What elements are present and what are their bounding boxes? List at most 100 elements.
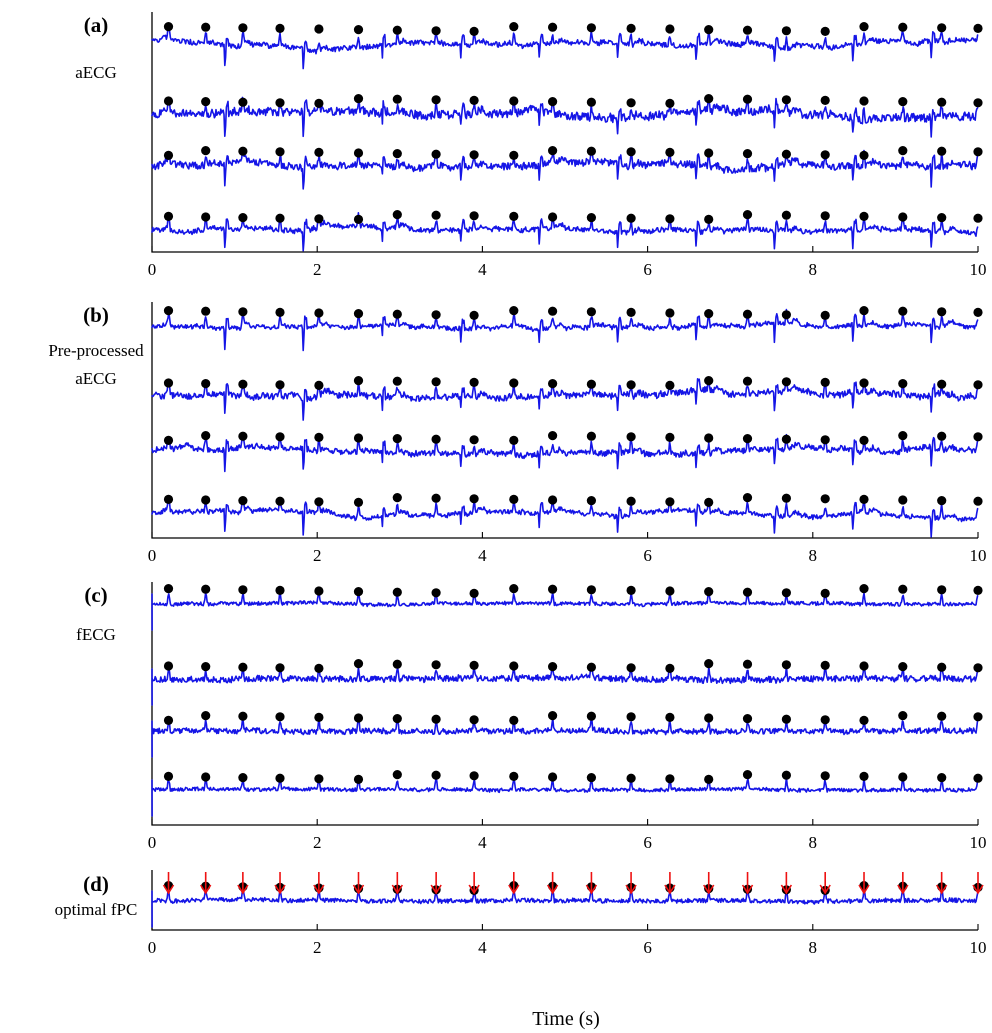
r-peak-marker [626, 432, 636, 442]
r-peak-marker [509, 211, 519, 221]
r-peak-marker [509, 378, 519, 388]
r-peak-marker [353, 659, 364, 669]
r-peak-marker [898, 212, 908, 222]
x-tick-label: 4 [478, 260, 487, 279]
r-peak-marker [781, 660, 792, 670]
r-peak-marker [937, 97, 947, 107]
r-peak-marker [665, 380, 675, 390]
r-peak-marker [665, 147, 675, 157]
r-peak-marker [238, 379, 248, 389]
r-peak-marker [781, 434, 792, 444]
r-peak-marker [509, 96, 519, 106]
r-peak-marker [275, 380, 285, 390]
r-peak-marker [937, 23, 947, 33]
r-peak-marker [275, 585, 285, 596]
x-tick-label: 8 [809, 938, 818, 957]
r-peak-marker [509, 715, 519, 726]
r-peak-marker [626, 23, 636, 33]
panel-d: (d) optimal fPC 0 2 4 6 8 10 [55, 870, 987, 957]
x-tick-label: 4 [478, 833, 487, 852]
r-peak-marker [742, 714, 753, 724]
r-peak-marker [781, 210, 792, 220]
r-peak-marker [431, 149, 441, 159]
r-peak-marker [469, 211, 479, 221]
r-peak-marker [859, 494, 869, 504]
signal-trace [151, 378, 979, 421]
r-peak-marker [163, 211, 174, 221]
r-peak-marker [937, 496, 947, 506]
r-peak-marker [469, 26, 479, 36]
r-peak-marker [586, 711, 597, 721]
reference-arrow [313, 872, 325, 895]
r-peak-marker [973, 213, 983, 223]
r-peak-marker [859, 211, 869, 221]
r-peak-marker [469, 377, 479, 387]
r-peak-marker [238, 662, 248, 672]
x-tick-label: 2 [313, 260, 322, 279]
r-peak-marker [392, 149, 402, 159]
r-peak-marker [238, 307, 248, 317]
r-peak-marker [937, 307, 947, 317]
r-peak-marker [469, 494, 479, 504]
r-peak-marker [820, 660, 830, 671]
r-peak-marker [431, 588, 441, 598]
signal-trace [151, 664, 979, 706]
r-peak-marker [665, 24, 675, 34]
r-peak-marker [353, 94, 364, 104]
r-peak-marker [973, 663, 983, 673]
r-peak-marker [314, 24, 324, 34]
r-peak-marker [201, 212, 211, 222]
x-axis-label: Time (s) [532, 1008, 600, 1030]
r-peak-marker [742, 587, 753, 597]
r-peak-marker [548, 97, 558, 107]
r-peak-marker [704, 587, 714, 597]
r-peak-marker [973, 147, 983, 157]
r-peak-marker [742, 94, 753, 104]
r-peak-marker [973, 23, 983, 33]
r-peak-marker [548, 584, 558, 594]
r-peak-marker [469, 715, 479, 725]
reference-arrow [780, 872, 793, 895]
r-peak-marker [586, 585, 597, 595]
r-peak-marker [314, 147, 324, 157]
r-peak-marker [469, 150, 479, 160]
r-peak-marker [820, 715, 830, 725]
r-peak-marker [586, 23, 597, 33]
r-peak-marker [742, 659, 753, 669]
reference-arrow [391, 872, 404, 895]
r-peak-marker [314, 432, 324, 442]
x-tick-label: 0 [148, 833, 157, 852]
x-tick-label: 0 [148, 260, 157, 279]
r-peak-marker [353, 713, 364, 723]
r-peak-marker [238, 773, 248, 783]
panels: (a) aECG 0 2 4 6 8 10 (b) Pre-processed aECG 0 2 4 6 8 1… [48, 12, 987, 957]
r-peak-marker [781, 149, 792, 159]
r-peak-marker [548, 146, 558, 156]
r-peak-marker [973, 496, 983, 506]
signal-trace [151, 433, 979, 473]
r-peak-marker [469, 660, 479, 671]
r-peak-marker [626, 147, 636, 157]
reference-arrow [508, 872, 520, 895]
x-tick-label: 2 [313, 546, 322, 565]
r-peak-marker [238, 146, 248, 156]
signal-trace [151, 589, 979, 631]
r-peak-marker [937, 146, 947, 156]
r-peak-marker [201, 711, 211, 721]
r-peak-marker [201, 97, 211, 107]
r-peak-marker [898, 146, 908, 156]
reference-arrow [274, 872, 286, 895]
panel-letter: (d) [83, 872, 109, 896]
r-peak-marker [314, 586, 324, 596]
r-peak-marker [898, 772, 908, 782]
r-peak-marker [392, 493, 402, 503]
r-peak-marker [665, 774, 675, 784]
r-peak-marker [353, 587, 364, 597]
r-peak-marker [353, 214, 364, 224]
x-tick-label: 8 [809, 546, 818, 565]
r-peak-marker [781, 377, 792, 387]
r-peak-marker [238, 496, 248, 506]
r-peak-marker [163, 435, 174, 445]
r-peak-marker [392, 659, 402, 669]
